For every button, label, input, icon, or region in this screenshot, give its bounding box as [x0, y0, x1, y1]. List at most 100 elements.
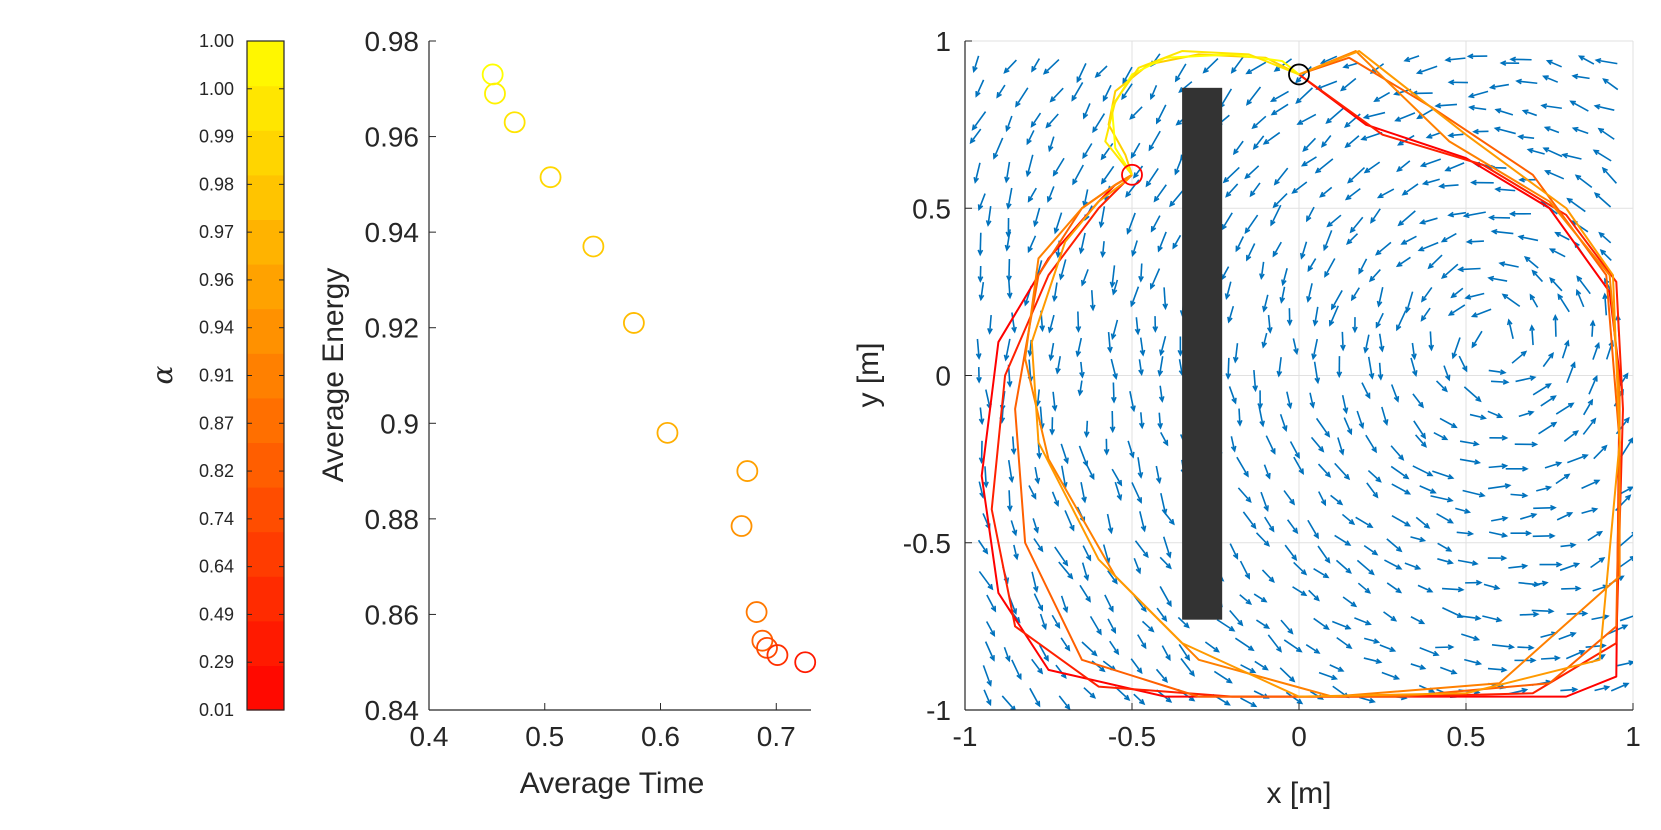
flow-arrow-head [1395, 587, 1403, 594]
flow-x-tick-label: 1 [1625, 721, 1641, 752]
flow-arrow [1129, 106, 1143, 120]
flow-arrow-head [1318, 446, 1325, 453]
flow-arrow [1246, 243, 1256, 261]
flow-arrow-head [989, 655, 995, 662]
scatter-point [736, 460, 759, 482]
flow-arrow-head [1016, 673, 1022, 681]
flow-arrow [1579, 55, 1595, 65]
flow-arrow [1038, 644, 1049, 661]
flow-arrow-head [1420, 441, 1427, 448]
flow-arrow-head [1246, 254, 1252, 262]
flow-arrow-head [1397, 220, 1404, 227]
flow-arrow [1130, 142, 1141, 158]
flow-arrow [1048, 136, 1055, 151]
flow-arrow-head [1142, 551, 1149, 559]
flow-arrow [1531, 609, 1553, 613]
flow-arrow-head [1129, 451, 1135, 459]
flow-arrow [1034, 466, 1039, 483]
colorbar-tick-label: 0.94 [199, 318, 234, 338]
flow-arrow-head [1467, 530, 1475, 537]
flow-arrow [1133, 557, 1141, 573]
flow-arrow-head [1003, 354, 1010, 362]
flow-arrow [1533, 506, 1556, 510]
flow-arrow [1519, 235, 1539, 242]
flow-arrow-head [1249, 190, 1256, 198]
flow-arrow [1390, 384, 1399, 402]
flow-arrow-head [1602, 614, 1610, 620]
flow-arrow [1334, 462, 1350, 480]
flow-arrow-head [1075, 326, 1082, 333]
flow-arrow [1600, 249, 1612, 262]
flow-arrow-head [1047, 326, 1054, 334]
flow-arrow-head [1447, 132, 1455, 139]
flow-arrow [1204, 641, 1219, 653]
flow-arrow [1441, 587, 1463, 591]
flow-arrow [1559, 562, 1579, 572]
flow-arrow [1472, 308, 1492, 318]
flow-arrow-head [1544, 170, 1551, 176]
flow-arrow-head [1157, 370, 1164, 377]
flow-arrow [1351, 287, 1360, 301]
flow-arrow [1036, 260, 1043, 277]
flow-arrow [1060, 443, 1069, 463]
flow-arrow [1150, 215, 1161, 232]
flow-arrow-head [1132, 172, 1139, 179]
flow-arrow [1175, 63, 1187, 82]
flow-arrow-head [1245, 496, 1252, 504]
flow-arrow-head [1554, 231, 1561, 238]
flow-arrow-head [1231, 397, 1237, 405]
flow-arrow-head [1135, 567, 1142, 575]
flow-arrow-head [1306, 215, 1312, 223]
flow-arrow [1421, 158, 1442, 167]
flow-arrow [1013, 544, 1018, 559]
flow-arrow [1049, 342, 1055, 360]
flow-arrow-head [1243, 470, 1249, 478]
flow-arrow-head [1262, 305, 1268, 313]
flow-arrow [1293, 456, 1304, 474]
colorbar-tick-label: 0.82 [199, 461, 234, 481]
flow-arrow [1487, 484, 1510, 490]
flow-arrow-head [1224, 293, 1231, 301]
flow-arrow-head [1099, 666, 1106, 673]
flow-arrow-head [1125, 191, 1132, 198]
flow-arrow-head [1368, 275, 1376, 283]
flow-arrow [1292, 338, 1298, 354]
flow-arrow [1158, 356, 1164, 376]
flow-arrow [1263, 464, 1271, 479]
flow-arrow [1591, 615, 1609, 621]
flow-arrow-head [1082, 460, 1089, 468]
flow-arrow-head [1494, 186, 1502, 193]
flow-arrow [1227, 357, 1230, 379]
flow-arrow [1357, 582, 1371, 594]
flow-arrow [1159, 586, 1172, 606]
flow-arrow-head [1450, 292, 1457, 299]
flow-arrow-head [985, 220, 992, 227]
flow-arrow-head [1368, 372, 1375, 380]
flow-arrow [1109, 640, 1119, 655]
flow-arrow [1234, 343, 1239, 362]
flow-arrow-head [1420, 296, 1427, 303]
flow-arrow [1060, 465, 1067, 488]
flow-arrow [1114, 481, 1122, 500]
flow-arrow [1324, 258, 1336, 277]
flow-arrow-head [1527, 644, 1535, 651]
flow-arrow [1157, 231, 1167, 252]
flow-arrow [1058, 561, 1073, 579]
flow-arrow-head [1529, 657, 1537, 664]
flow-arrow-head [1622, 372, 1629, 379]
colorbar-tick-label: 0.96 [199, 270, 234, 290]
flow-arrow-head [1396, 546, 1403, 553]
flow-arrow [1250, 182, 1261, 197]
flow-arrow [1340, 77, 1357, 91]
flow-arrow [1502, 293, 1521, 308]
flow-arrow [1060, 637, 1070, 651]
flow-arrow [1121, 83, 1133, 100]
flow-arrow-head [1472, 128, 1479, 135]
flow-arrow [1404, 55, 1420, 62]
flow-arrow-head [1281, 425, 1288, 433]
flow-arrow [1558, 632, 1576, 640]
flow-arrow [1271, 103, 1289, 116]
flow-arrow [1575, 174, 1593, 189]
flow-arrow-head [1348, 519, 1356, 526]
flow-arrow-head [1376, 300, 1383, 308]
